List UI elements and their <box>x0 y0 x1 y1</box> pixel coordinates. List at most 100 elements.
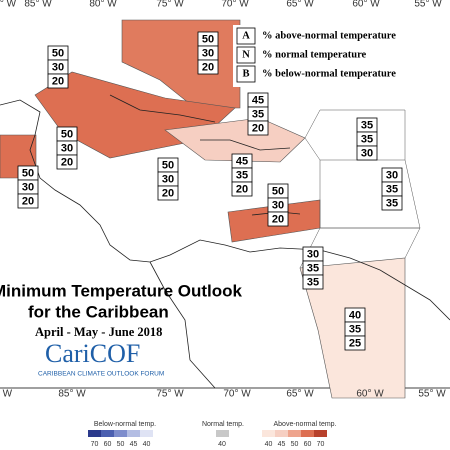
probability-value: 30 <box>361 147 373 159</box>
coastline <box>109 94 216 123</box>
probability-box <box>231 181 253 197</box>
colorbar-swatch <box>262 430 275 437</box>
colorbar-swatch <box>275 430 288 437</box>
colorbar-swatch <box>101 430 114 437</box>
colorbar-swatch <box>140 430 153 437</box>
subtitle: for the Caribbean <box>28 302 169 321</box>
probability-value: 30 <box>386 169 398 181</box>
colorbar-swatch <box>314 430 327 437</box>
longitude-label: ° W <box>0 389 13 400</box>
colorbar-swatch <box>114 430 127 437</box>
longitude-label: 60° W <box>356 389 384 400</box>
colorbar-swatch <box>127 430 140 437</box>
probability-box <box>197 59 219 75</box>
colorbar-tick: 40 <box>218 441 226 448</box>
colorbar-tick: 60 <box>304 441 312 448</box>
probability-value: 20 <box>236 183 248 195</box>
probability-value: 35 <box>307 262 319 274</box>
probability-value: 20 <box>52 75 64 87</box>
probability-box <box>356 145 378 161</box>
probability-value: 35 <box>386 183 398 195</box>
longitude-label: 75° W <box>156 0 184 10</box>
legend-key-box <box>236 27 256 45</box>
legend-key-box <box>236 65 256 83</box>
legend-key: N <box>242 49 250 60</box>
legend-text: % normal temperature <box>262 49 367 60</box>
probability-value: 50 <box>202 33 214 45</box>
probability-value: 35 <box>236 169 248 181</box>
probability-value: 45 <box>252 94 264 106</box>
probability-value: 35 <box>386 197 398 209</box>
probability-value: 30 <box>162 173 174 185</box>
longitude-label: 55° W <box>414 0 442 10</box>
probability-value: 50 <box>162 159 174 171</box>
probability-value: 35 <box>361 119 373 131</box>
probability-value: 30 <box>272 199 284 211</box>
longitude-label: 85° W <box>58 389 86 400</box>
probability-value: 35 <box>361 133 373 145</box>
probability-value: 35 <box>252 108 264 120</box>
longitude-label: 65° W <box>286 389 314 400</box>
probability-value: 20 <box>61 156 73 168</box>
probability-value: 35 <box>307 276 319 288</box>
probability-value: 20 <box>162 187 174 199</box>
probability-box <box>247 120 269 136</box>
probability-value: 50 <box>52 47 64 59</box>
legend-text: % above-normal temperature <box>262 30 396 41</box>
longitude-label: 65° W <box>286 0 314 10</box>
probability-value: 20 <box>202 61 214 73</box>
period: April - May - June 2018 <box>35 325 162 339</box>
colorbar-swatch <box>216 430 229 437</box>
probability-value: 50 <box>272 185 284 197</box>
probability-box <box>17 193 39 209</box>
colorbar-tick: 50 <box>117 441 125 448</box>
probability-value: 50 <box>61 128 73 140</box>
longitude-label: ° W <box>0 0 17 10</box>
logo: CariCOF <box>45 339 140 368</box>
title: Minimum Temperature Outlook <box>0 281 243 300</box>
probability-box <box>267 211 289 227</box>
logo-subtitle: CARIBBEAN CLIMATE OUTLOOK FORUM <box>38 371 164 378</box>
legend-text: % below-normal temperature <box>262 68 396 79</box>
probability-value: 20 <box>252 122 264 134</box>
probability-value: 30 <box>202 47 214 59</box>
probability-box <box>47 73 69 89</box>
legend-key: B <box>242 68 249 79</box>
colorbar-tick: 45 <box>130 441 138 448</box>
longitude-label: 55° W <box>418 389 446 400</box>
probability-box <box>381 195 403 211</box>
colorbar-label: Normal temp. <box>202 421 244 428</box>
probability-value: 50 <box>22 167 34 179</box>
probability-value: 30 <box>307 248 319 260</box>
longitude-label: 85° W <box>24 0 52 10</box>
probability-value: 30 <box>22 181 34 193</box>
probability-value: 30 <box>61 142 73 154</box>
probability-box <box>157 185 179 201</box>
probability-box <box>302 274 324 290</box>
probability-value: 35 <box>349 323 361 335</box>
colorbar-swatch <box>288 430 301 437</box>
region-hispaniola <box>164 117 306 163</box>
legend-panel <box>233 25 413 87</box>
colorbar-tick: 70 <box>91 441 99 448</box>
probability-box <box>56 154 78 170</box>
colorbar-tick: 60 <box>104 441 112 448</box>
legend-key: A <box>242 30 250 41</box>
colorbar-tick: 40 <box>265 441 273 448</box>
coastline <box>200 139 291 151</box>
longitude-label: 80° W <box>89 0 117 10</box>
coastline <box>149 261 216 389</box>
probability-value: 20 <box>272 213 284 225</box>
probability-value: 20 <box>22 195 34 207</box>
colorbar-swatch <box>301 430 314 437</box>
legend-key-box <box>236 46 256 64</box>
probability-value: 30 <box>52 61 64 73</box>
longitude-label: 70° W <box>223 389 251 400</box>
colorbar-tick: 40 <box>143 441 151 448</box>
longitude-label: 70° W <box>221 0 249 10</box>
colorbar-label: Below-normal temp. <box>94 421 156 428</box>
probability-value: 25 <box>349 337 361 349</box>
longitude-label: 60° W <box>352 0 380 10</box>
probability-value: 40 <box>349 309 361 321</box>
